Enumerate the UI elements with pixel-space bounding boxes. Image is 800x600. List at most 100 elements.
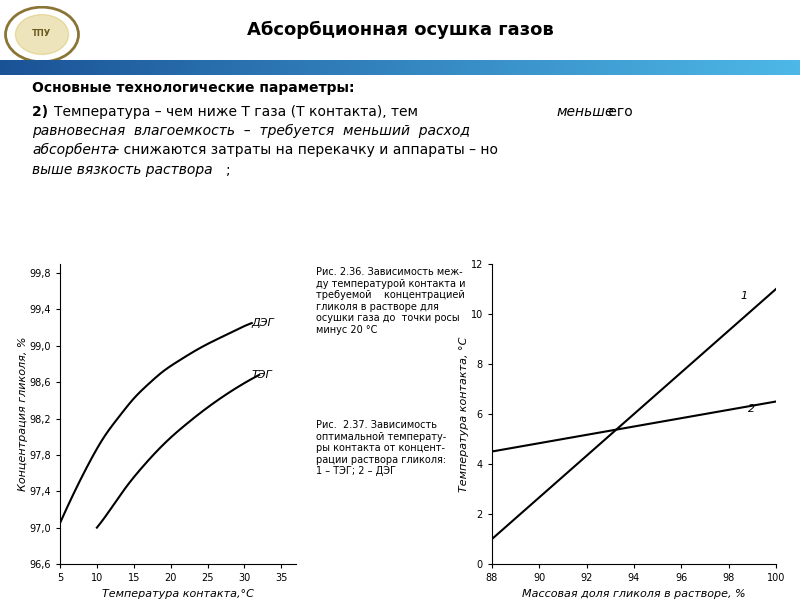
Bar [52,60,56,75]
Y-axis label: Температура контакта, °C: Температура контакта, °C [459,337,470,491]
Bar [512,60,516,75]
Bar [376,60,380,75]
Bar [660,60,664,75]
Bar [600,60,604,75]
Bar [684,60,688,75]
Bar [620,60,624,75]
Bar [120,60,124,75]
Bar [372,60,376,75]
Bar [176,60,180,75]
Bar [704,60,708,75]
Bar [428,60,432,75]
Bar [28,60,32,75]
Text: ДЭГ: ДЭГ [252,318,274,328]
Bar [64,60,68,75]
Bar [240,60,244,75]
Bar [228,60,232,75]
Bar [208,60,212,75]
Bar [220,60,224,75]
Bar [744,60,748,75]
Bar [104,60,108,75]
Bar [680,60,684,75]
Bar [236,60,240,75]
Bar [556,60,560,75]
Bar [392,60,396,75]
Bar [692,60,696,75]
Bar [644,60,648,75]
Bar [548,60,552,75]
Text: Рис. 2.36. Зависимость меж-
ду температурой контакта и
требуемой    концентрацие: Рис. 2.36. Зависимость меж- ду температу… [316,267,466,335]
Bar [496,60,500,75]
Bar [196,60,200,75]
Bar [788,60,792,75]
Bar [696,60,700,75]
Bar [656,60,660,75]
Bar [764,60,768,75]
Bar [760,60,764,75]
Bar [280,60,284,75]
Bar [528,60,532,75]
Bar [520,60,524,75]
Bar [688,60,692,75]
Bar [360,60,364,75]
Bar [796,60,800,75]
Bar [736,60,740,75]
Bar [432,60,436,75]
Bar [148,60,152,75]
Text: 1: 1 [741,291,748,301]
Bar [244,60,248,75]
Bar [748,60,752,75]
Bar [156,60,160,75]
Text: Рис.  2.37. Зависимость
оптимальной температу-
ры контакта от концент-
рации рас: Рис. 2.37. Зависимость оптимальной темпе… [316,420,446,476]
Bar [580,60,584,75]
Bar [640,60,644,75]
Bar [108,60,112,75]
Bar [776,60,780,75]
Circle shape [15,14,69,55]
Bar [732,60,736,75]
Bar [532,60,536,75]
Bar [648,60,652,75]
Bar [272,60,276,75]
Bar [608,60,612,75]
Bar [584,60,588,75]
Bar [36,60,40,75]
Bar [292,60,296,75]
Bar [628,60,632,75]
Bar [492,60,496,75]
X-axis label: Массовая доля гликоля в растворе, %: Массовая доля гликоля в растворе, % [522,589,746,599]
Bar [212,60,216,75]
Bar [260,60,264,75]
Bar [348,60,352,75]
Bar [48,60,52,75]
Bar [332,60,336,75]
Bar [388,60,392,75]
Bar [636,60,640,75]
X-axis label: Температура контакта,°С: Температура контакта,°С [102,589,254,599]
Bar [84,60,88,75]
Bar [284,60,288,75]
Bar [316,60,320,75]
Bar [464,60,468,75]
Bar [100,60,104,75]
Bar [596,60,600,75]
Bar [216,60,220,75]
Bar [232,60,236,75]
Text: ТЭГ: ТЭГ [252,370,273,380]
Bar [124,60,128,75]
Bar [352,60,356,75]
Bar [612,60,616,75]
Bar [616,60,620,75]
Bar [224,60,228,75]
Bar [8,60,12,75]
Bar [784,60,788,75]
Text: ;: ; [226,163,231,176]
Bar [564,60,568,75]
Bar [456,60,460,75]
Text: меньше: меньше [556,105,614,119]
Bar [740,60,744,75]
Bar [504,60,508,75]
Text: Основные технологические параметры:: Основные технологические параметры: [32,81,354,95]
Bar [448,60,452,75]
Bar [724,60,728,75]
